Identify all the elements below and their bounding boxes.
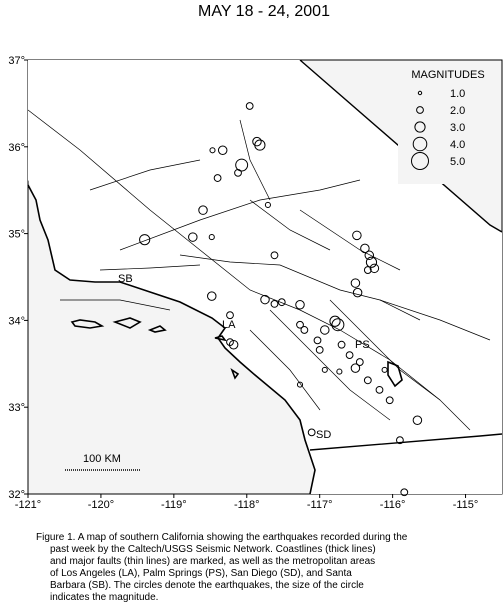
- earthquake: [363, 376, 372, 385]
- caption: Figure 1. A map of southern California s…: [36, 532, 408, 603]
- earthquake: [315, 346, 324, 354]
- legend-circle: [412, 136, 428, 152]
- earthquake: [295, 300, 305, 310]
- earthquake: [217, 145, 228, 156]
- earthquake: [360, 243, 370, 254]
- legend-circle: [414, 121, 426, 133]
- state-border: [299, 59, 503, 233]
- legend-label: 1.0: [450, 88, 465, 100]
- place-label: SB: [118, 273, 133, 285]
- earthquake: [400, 488, 409, 497]
- fault-line: [179, 254, 421, 321]
- earthquake: [260, 294, 270, 305]
- y-tick-label: 36°: [8, 142, 25, 154]
- coastline: [27, 184, 316, 495]
- place-label: PS: [355, 339, 370, 351]
- legend-label: 5.0: [450, 156, 465, 168]
- earthquake: [213, 174, 222, 182]
- x-tick-label: -117°: [307, 499, 333, 511]
- x-tick-label: -116°: [380, 499, 406, 511]
- fault-line: [27, 109, 471, 431]
- earthquake: [352, 287, 363, 298]
- earthquake: [364, 250, 375, 261]
- earthquake: [369, 263, 380, 274]
- earthquake: [226, 338, 234, 347]
- earthquake: [252, 136, 262, 147]
- legend-title: MAGNITUDES: [411, 69, 484, 81]
- fault-line: [119, 179, 361, 251]
- y-tick-label: 37°: [8, 55, 25, 67]
- map-title: MAY 18 - 24, 2001: [198, 3, 330, 20]
- earthquake: [300, 326, 309, 334]
- scale-bar-label: 100 KM: [83, 453, 121, 465]
- caption-line: and major faults (thin lines) are marked…: [50, 556, 375, 567]
- legend-label: 2.0: [450, 105, 465, 117]
- y-tick-label: 33°: [8, 402, 25, 414]
- legend-box: [398, 64, 496, 184]
- earthquake: [234, 168, 242, 177]
- earthquake: [385, 396, 394, 405]
- earthquake: [352, 230, 362, 241]
- y-tick-label: 32°: [8, 489, 25, 501]
- earthquake: [329, 315, 341, 327]
- earthquake: [313, 336, 322, 345]
- earthquake: [336, 368, 343, 375]
- earthquake: [270, 300, 279, 308]
- earthquake: [355, 358, 364, 366]
- earthquake: [321, 366, 328, 373]
- y-tick-label: 35°: [8, 229, 25, 241]
- earthquake: [381, 366, 388, 373]
- legend-circle: [417, 90, 423, 96]
- earthquake: [139, 234, 151, 246]
- earthquake: [307, 428, 316, 437]
- x-tick-label: -118°: [234, 499, 260, 511]
- earthquake: [296, 381, 304, 388]
- earthquake: [396, 436, 404, 445]
- earthquake: [264, 201, 271, 209]
- mexico-border: [309, 433, 503, 451]
- earthquake: [365, 256, 378, 268]
- place-label: SD: [316, 429, 331, 441]
- legend-circle: [411, 152, 429, 170]
- earthquake: [209, 147, 216, 154]
- place-label: LA: [222, 319, 236, 331]
- earthquake: [228, 339, 239, 350]
- earthquake: [350, 363, 361, 373]
- x-tick-label: -121°: [15, 499, 41, 511]
- earthquake: [337, 340, 346, 349]
- earthquake: [375, 385, 384, 394]
- legend-label: 3.0: [450, 122, 465, 134]
- earthquake: [198, 205, 208, 215]
- earthquake: [188, 232, 198, 242]
- earthquake: [412, 415, 423, 425]
- earthquake: [208, 234, 215, 241]
- caption-line: of Los Angeles (LA), Palm Springs (PS), …: [50, 568, 352, 579]
- earthquake: [296, 320, 304, 329]
- land: [28, 60, 502, 494]
- x-tick-label: -115°: [453, 499, 479, 511]
- earthquake: [207, 291, 217, 301]
- earthquake: [245, 102, 254, 110]
- caption-line: Figure 1. A map of southern California s…: [36, 532, 408, 543]
- legend-label: 4.0: [450, 139, 465, 151]
- earthquake: [345, 351, 354, 360]
- map-area: SB LA PS SD 100 KM MAGNITUDES: [27, 59, 503, 495]
- earthquake: [350, 278, 361, 288]
- earthquake: [270, 251, 279, 260]
- legend-circle: [416, 106, 424, 114]
- caption-line: indicates the magnitude.: [50, 592, 158, 603]
- x-tick-label: -119°: [161, 499, 187, 511]
- earthquake: [226, 311, 234, 320]
- fault-line: [60, 119, 491, 421]
- earthquake: [363, 266, 372, 274]
- caption-line: Barbara (SB). The circles denote the ear…: [50, 580, 364, 591]
- x-tick-label: -120°: [88, 499, 114, 511]
- earthquake: [235, 158, 249, 172]
- caption-line: past week by the Caltech/USGS Seismic Ne…: [50, 544, 376, 555]
- y-tick-label: 34°: [8, 315, 25, 327]
- earthquake: [277, 298, 286, 307]
- islands-and-sea: [70, 317, 403, 388]
- earthquake: [320, 325, 330, 335]
